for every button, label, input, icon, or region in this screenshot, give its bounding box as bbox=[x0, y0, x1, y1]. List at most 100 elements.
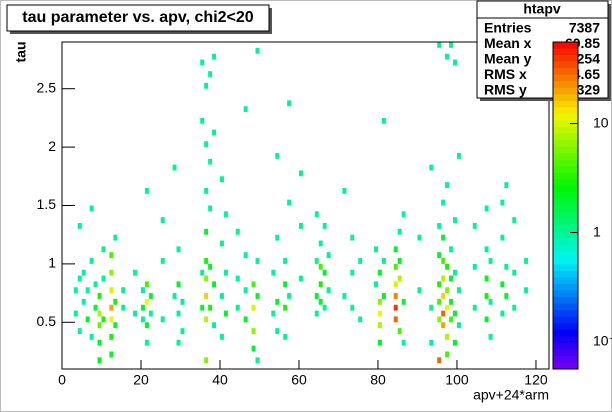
heatmap-cell bbox=[77, 328, 82, 334]
palette-frame bbox=[552, 41, 579, 370]
palette-step bbox=[553, 192, 578, 200]
heatmap-cell bbox=[441, 258, 446, 264]
heatmap-cell bbox=[85, 287, 90, 294]
heatmap-cell bbox=[429, 164, 434, 171]
heatmap-cell bbox=[208, 71, 213, 78]
heatmap-cell bbox=[200, 269, 205, 276]
x-tick-label: 0 bbox=[58, 372, 66, 388]
heatmap-cell bbox=[204, 316, 209, 323]
heatmap-cell bbox=[133, 269, 138, 276]
heatmap-cell bbox=[350, 269, 355, 276]
heatmap-cell bbox=[401, 339, 406, 346]
heatmap-cell bbox=[504, 182, 509, 188]
heatmap-cell bbox=[484, 205, 489, 212]
heatmap-cell bbox=[204, 293, 209, 299]
heatmap-cell bbox=[255, 258, 260, 264]
heatmap-cell bbox=[445, 53, 450, 60]
heatmap-cell bbox=[89, 258, 94, 264]
stats-label: Entries bbox=[484, 20, 532, 36]
x-axis-label: apv+24*arm bbox=[473, 387, 549, 403]
heatmap-cell bbox=[208, 158, 213, 165]
heatmap-cell bbox=[358, 316, 363, 323]
heatmap-cell bbox=[453, 310, 457, 317]
heatmap-cell bbox=[417, 234, 422, 241]
heatmap-cell bbox=[445, 351, 450, 358]
palette-step bbox=[553, 270, 578, 278]
palette-step bbox=[553, 172, 578, 180]
heatmap-cell bbox=[445, 304, 450, 311]
heatmap-cell bbox=[397, 328, 402, 334]
heatmap-cell bbox=[441, 310, 446, 317]
palette-step bbox=[553, 42, 578, 50]
heatmap-cell bbox=[500, 281, 505, 288]
palette-step bbox=[553, 231, 578, 239]
heatmap-cell bbox=[429, 304, 434, 311]
heatmap-cell bbox=[109, 252, 114, 259]
heatmap-cell bbox=[512, 217, 517, 224]
heatmap-cell bbox=[148, 293, 153, 299]
heatmap-cell bbox=[437, 357, 442, 364]
heatmap-cell bbox=[314, 310, 319, 317]
heatmap-cell bbox=[484, 316, 489, 323]
y-tick-label: 1.5 bbox=[37, 196, 57, 212]
heatmap-cell bbox=[441, 199, 446, 206]
palette-step bbox=[553, 257, 578, 265]
palette-step bbox=[553, 55, 578, 63]
palette-step bbox=[553, 329, 578, 337]
heatmap-cell bbox=[456, 287, 461, 294]
palette-step bbox=[553, 323, 578, 331]
y-tick-label: 2 bbox=[48, 138, 56, 154]
heatmap-cell bbox=[318, 298, 323, 305]
palette-step bbox=[553, 48, 578, 56]
heatmap-cell bbox=[271, 310, 276, 317]
heatmap-cell bbox=[223, 269, 228, 276]
heatmap-cell bbox=[271, 269, 276, 276]
heatmap-cell bbox=[381, 293, 386, 299]
heatmap-cell bbox=[235, 304, 240, 311]
heatmap-cell bbox=[512, 269, 517, 276]
z-tick-label: 1 bbox=[593, 223, 601, 239]
heatmap-cell bbox=[97, 310, 102, 317]
heatmap-cell bbox=[283, 258, 288, 264]
heatmap-cell bbox=[326, 252, 331, 259]
x-tick-label: 80 bbox=[370, 372, 386, 388]
heatmap-cell bbox=[377, 310, 382, 317]
heatmap-cell bbox=[472, 223, 477, 229]
chart-title: tau parameter vs. apv, chi2<20 bbox=[22, 9, 253, 26]
palette-step bbox=[553, 140, 578, 148]
palette-step bbox=[553, 153, 578, 161]
heatmap-cell bbox=[235, 275, 240, 282]
heatmap-cell bbox=[200, 59, 205, 66]
heatmap-cell bbox=[500, 199, 505, 206]
heatmap-cell bbox=[358, 258, 363, 264]
color-palette: 10⁻¹ 1 10 bbox=[552, 41, 612, 370]
heatmap-cell bbox=[208, 304, 213, 311]
heatmap-cell bbox=[89, 333, 94, 340]
heatmap-cell bbox=[208, 205, 213, 212]
heatmap-cell bbox=[393, 304, 398, 311]
heatmap-cell bbox=[172, 293, 177, 299]
x-tick-label: 60 bbox=[291, 372, 307, 388]
heatmap-cell bbox=[456, 152, 461, 159]
palette-step bbox=[553, 218, 578, 226]
heatmap-cell bbox=[393, 263, 398, 270]
palette-step bbox=[553, 290, 578, 298]
heatmap-cell bbox=[251, 328, 256, 334]
heatmap-cell bbox=[381, 117, 386, 124]
heatmap-cell bbox=[318, 240, 323, 247]
palette-step bbox=[553, 225, 578, 233]
heatmap-cell bbox=[97, 339, 102, 346]
heatmap-cell bbox=[322, 223, 327, 229]
x-tick-label: 40 bbox=[212, 372, 228, 388]
heatmap-cell bbox=[251, 345, 256, 352]
heatmap-cell bbox=[101, 246, 106, 253]
heatmap-cell bbox=[243, 252, 248, 259]
palette-step bbox=[553, 297, 578, 305]
palette-step bbox=[553, 238, 578, 246]
heatmap-cell bbox=[176, 310, 181, 317]
heatmap-cell bbox=[283, 304, 288, 311]
heatmap-cell bbox=[109, 333, 114, 340]
heatmap-cell bbox=[318, 281, 323, 288]
y-tick-label: 0.5 bbox=[37, 313, 57, 329]
